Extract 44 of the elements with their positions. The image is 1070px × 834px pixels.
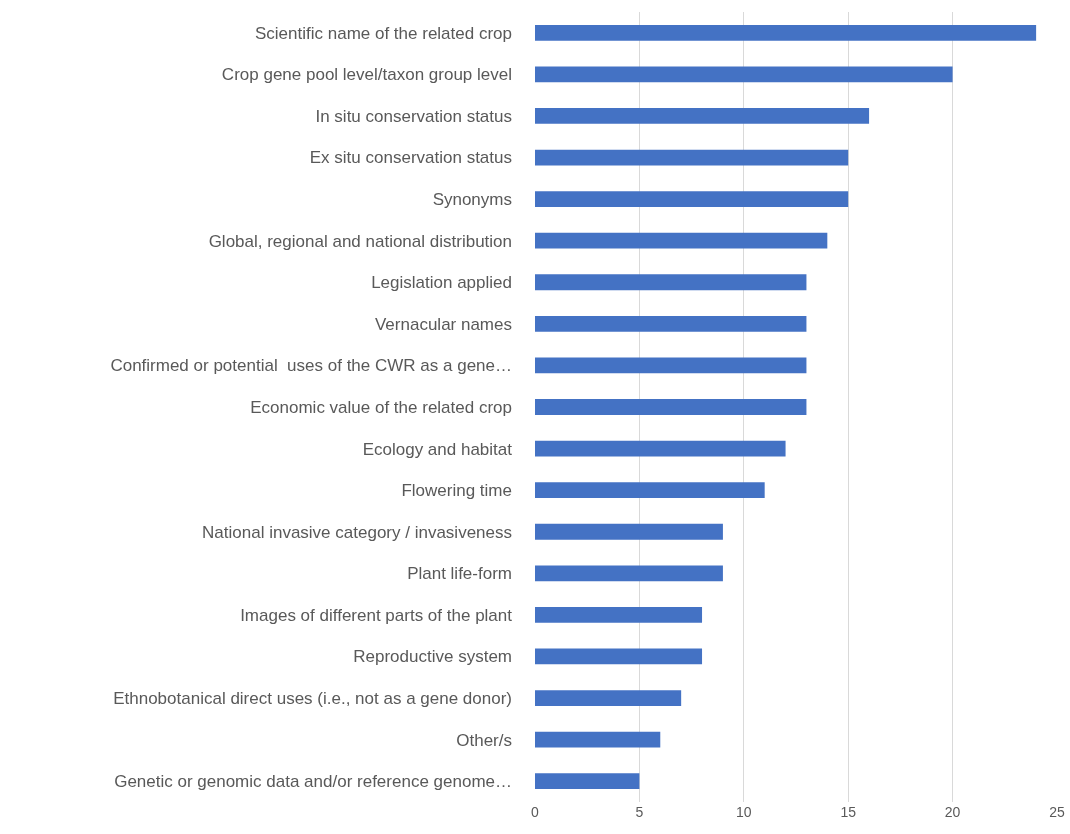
bar [535, 648, 703, 665]
y-tick-label: Ex situ conservation status [309, 148, 512, 168]
x-tick-label: 20 [944, 804, 961, 820]
y-tick-label: Reproductive system [353, 647, 512, 667]
y-tick-label: Ethnobotanical direct uses (i.e., not as a gene donor) [113, 689, 512, 708]
bar [535, 315, 807, 332]
y-tick-label: Economic value of the related crop [250, 397, 512, 417]
y-tick-label: Images of different parts of the plant [240, 605, 513, 625]
y-tick-label: Ecology and habitat [362, 439, 513, 459]
bar [535, 274, 807, 291]
bar [535, 482, 765, 499]
y-tick-label: In situ conservation status [315, 106, 512, 126]
bar [535, 232, 828, 249]
y-tick-label: National invasive category / invasiveness [202, 522, 512, 542]
y-tick-label: Crop gene pool level/taxon group level [221, 65, 512, 85]
y-tick-label: Vernacular names [374, 314, 512, 334]
bar [535, 440, 786, 457]
bar [535, 731, 661, 748]
x-tick-label: 10 [736, 804, 752, 820]
y-tick-label: Plant life-form [407, 564, 512, 584]
y-tick-label: Flowering time [401, 481, 512, 501]
y-tick-label: Legislation applied [371, 273, 512, 293]
y-tick-label: Scientific name of the related crop [254, 23, 512, 43]
y-tick-label: Global, regional and national distribution [208, 231, 512, 251]
bar [535, 773, 640, 790]
x-tick-label: 5 [635, 804, 644, 820]
bar [535, 357, 807, 374]
x-tick-label: 0 [531, 804, 540, 820]
y-tick-label: Confirmed or potential uses of the CWR as a gene… [110, 356, 512, 376]
bar [535, 108, 870, 124]
y-tick-label: Other/s [456, 730, 512, 750]
x-tick-label: 25 [1049, 804, 1065, 820]
bar [535, 606, 703, 623]
bar [535, 523, 723, 540]
bar [535, 24, 1037, 41]
bar [535, 66, 953, 83]
y-tick-label: Genetic or genomic data and/or reference genome… [114, 772, 512, 792]
bar [535, 149, 849, 166]
bar [535, 399, 807, 415]
bar [535, 565, 723, 582]
x-tick-label: 15 [840, 804, 857, 820]
y-tick-label: Synonyms [432, 190, 512, 210]
bar [535, 191, 849, 208]
bar [535, 690, 682, 706]
